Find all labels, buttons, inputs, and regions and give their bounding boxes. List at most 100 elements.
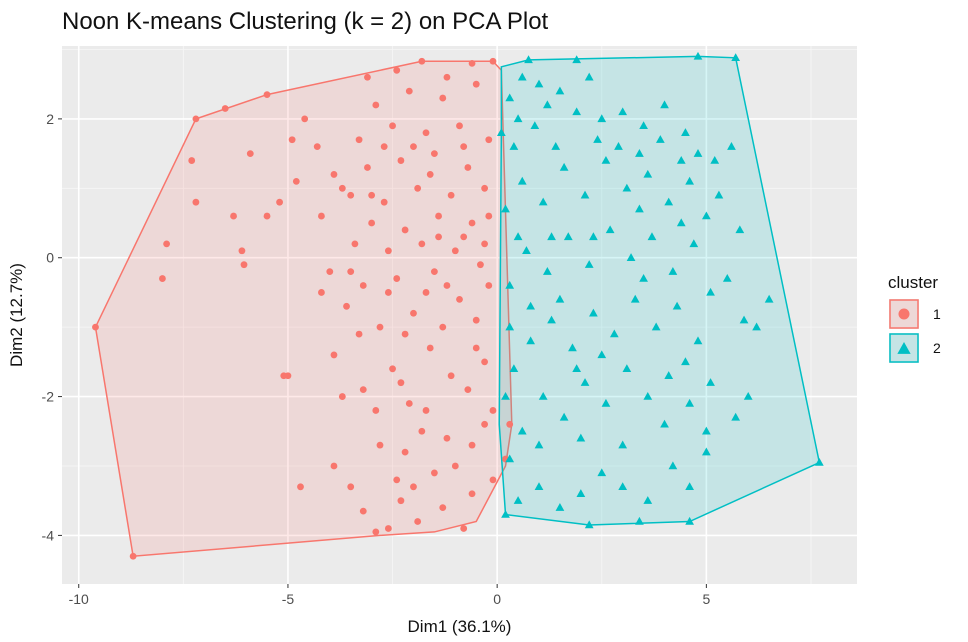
point-cluster-2 (635, 149, 644, 157)
point-cluster-2 (597, 350, 607, 359)
point-cluster-2 (534, 79, 544, 88)
point-cluster-2 (710, 155, 720, 164)
point-cluster-1 (389, 365, 396, 373)
point-cluster-1 (443, 73, 451, 81)
point-cluster-1 (359, 507, 367, 515)
point-cluster-1 (456, 295, 463, 303)
point-cluster-2 (526, 336, 536, 345)
point-cluster-1 (276, 198, 283, 206)
point-cluster-2 (643, 496, 653, 504)
point-cluster-1 (439, 94, 447, 102)
point-cluster-2 (693, 336, 703, 345)
point-cluster-1 (472, 80, 480, 88)
point-cluster-1 (430, 150, 438, 158)
y-tick-label: -4 (42, 527, 55, 543)
point-cluster-1 (414, 518, 422, 525)
point-cluster-2 (618, 440, 628, 449)
point-cluster-1 (430, 469, 438, 477)
point-cluster-2 (647, 232, 657, 241)
point-cluster-1 (292, 177, 300, 185)
point-cluster-1 (443, 434, 451, 442)
point-cluster-1 (129, 552, 137, 560)
point-cluster-1 (401, 226, 409, 234)
point-cluster-1 (489, 57, 497, 65)
point-cluster-1 (313, 143, 321, 151)
point-cluster-1 (301, 115, 309, 123)
point-cluster-1 (384, 247, 392, 255)
point-cluster-2 (580, 190, 590, 199)
point-cluster-1 (456, 122, 463, 130)
point-cluster-2 (685, 516, 695, 525)
point-cluster-2 (576, 489, 586, 497)
point-cluster-2 (580, 378, 590, 386)
point-cluster-2 (563, 232, 573, 241)
point-cluster-1 (410, 483, 417, 491)
point-cluster-1 (230, 212, 237, 220)
point-cluster-2 (664, 371, 674, 379)
point-cluster-2 (597, 468, 607, 477)
point-cluster-2 (635, 516, 644, 525)
point-cluster-1 (481, 420, 489, 428)
point-cluster-2 (542, 100, 552, 109)
point-cluster-2 (668, 461, 678, 470)
point-cluster-1 (426, 171, 434, 178)
point-cluster-2 (522, 246, 531, 255)
point-cluster-2 (513, 114, 523, 123)
point-cluster-2 (701, 447, 711, 456)
point-cluster-1 (347, 191, 355, 199)
point-cluster-1 (460, 525, 468, 532)
point-cluster-2 (614, 142, 623, 150)
point-cluster-1 (359, 386, 367, 394)
point-cluster-1 (447, 191, 455, 199)
point-cluster-1 (376, 323, 384, 331)
point-cluster-2 (701, 426, 711, 435)
point-cluster-1 (384, 525, 392, 532)
point-cluster-1 (92, 323, 99, 331)
point-cluster-2 (517, 72, 527, 81)
point-cluster-1 (159, 275, 166, 282)
point-cluster-1 (401, 330, 409, 338)
point-cluster-2 (639, 121, 648, 130)
point-cluster-1 (368, 219, 376, 227)
x-tick-label: -5 (282, 591, 295, 607)
point-cluster-1 (384, 289, 392, 296)
point-cluster-1 (372, 528, 380, 536)
point-cluster-1 (451, 247, 459, 255)
point-cluster-1 (297, 483, 304, 491)
point-cluster-1 (405, 400, 413, 407)
point-cluster-1 (192, 115, 200, 123)
point-cluster-2 (655, 135, 665, 143)
point-cluster-2 (609, 329, 619, 338)
point-cluster-1 (426, 344, 434, 352)
point-cluster-1 (163, 240, 171, 248)
point-cluster-1 (410, 143, 417, 151)
x-tick-label: 5 (702, 591, 710, 607)
point-cluster-2 (572, 107, 582, 116)
point-cluster-1 (338, 393, 346, 400)
point-cluster-2 (589, 308, 598, 317)
point-cluster-1 (330, 171, 338, 178)
point-cluster-2 (752, 322, 761, 331)
legend-key-triangle (897, 342, 911, 354)
point-cluster-1 (192, 198, 200, 206)
point-cluster-2 (530, 121, 540, 130)
point-cluster-2 (501, 509, 510, 518)
point-cluster-1 (284, 372, 292, 380)
point-cluster-2 (685, 482, 695, 491)
point-cluster-2 (676, 155, 686, 164)
point-cluster-2 (618, 107, 628, 116)
point-cluster-2 (714, 190, 724, 199)
point-cluster-1 (368, 191, 376, 199)
point-cluster-1 (347, 268, 355, 276)
point-cluster-2 (664, 197, 674, 206)
point-cluster-1 (318, 212, 325, 220)
point-cluster-2 (559, 412, 569, 421)
data-points (92, 51, 824, 560)
legend-key-circle (898, 308, 910, 320)
point-cluster-1 (397, 157, 405, 164)
grid-lines (62, 46, 857, 584)
point-cluster-2 (538, 197, 548, 206)
point-cluster-2 (517, 426, 527, 435)
point-cluster-2 (513, 232, 523, 241)
point-cluster-2 (701, 211, 711, 220)
